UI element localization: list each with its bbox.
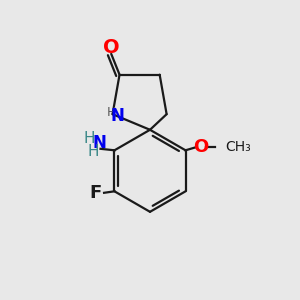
Text: O: O — [103, 38, 119, 57]
Text: CH₃: CH₃ — [225, 140, 250, 154]
Text: F: F — [89, 184, 101, 202]
Text: H: H — [87, 144, 99, 159]
Text: N: N — [111, 107, 125, 125]
Text: N: N — [92, 134, 106, 152]
Text: H: H — [84, 131, 95, 146]
Text: H: H — [106, 106, 116, 119]
Text: O: O — [194, 138, 208, 156]
